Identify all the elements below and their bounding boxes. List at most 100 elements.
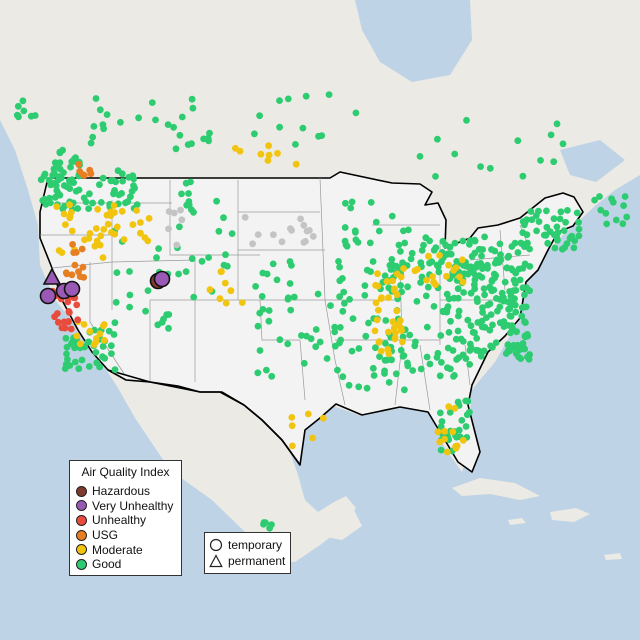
station-marker (455, 312, 462, 320)
station-marker (113, 223, 121, 231)
station-marker (487, 342, 494, 350)
station-marker (222, 299, 230, 307)
aqi-legend-title: Air Quality Index (81, 465, 170, 479)
station-marker (464, 397, 472, 405)
station-marker (302, 92, 310, 100)
station-marker (135, 114, 143, 122)
station-marker (352, 109, 360, 117)
station-marker (82, 198, 90, 206)
station-marker (265, 317, 273, 325)
station-marker (286, 280, 294, 287)
station-marker (426, 360, 434, 368)
station-marker (363, 384, 371, 392)
station-marker (478, 323, 486, 331)
station-marker (466, 240, 473, 248)
hudson-bay (355, 0, 472, 82)
station-marker (97, 232, 105, 240)
station-marker (362, 332, 370, 340)
station-marker (418, 247, 426, 254)
station-marker (304, 410, 312, 418)
station-marker (96, 330, 104, 338)
station-marker (430, 278, 437, 286)
station-marker (514, 137, 522, 145)
station-marker (506, 312, 514, 320)
station-marker (369, 364, 377, 372)
station-marker (63, 350, 70, 358)
station-marker (66, 214, 74, 222)
station-marker (56, 149, 64, 157)
station-marker (459, 278, 467, 286)
station-marker (550, 215, 558, 223)
station-marker (269, 260, 277, 268)
station-marker (103, 111, 111, 118)
station-marker (564, 207, 571, 214)
station-marker (288, 262, 295, 269)
station-marker (385, 284, 393, 292)
station-marker (560, 227, 568, 235)
station-marker (544, 239, 552, 247)
station-marker (471, 249, 479, 257)
station-marker (60, 210, 68, 218)
station-marker (205, 254, 213, 261)
station-marker (52, 182, 60, 190)
station-marker (302, 238, 309, 245)
station-marker (141, 234, 149, 242)
legend-label-usg: USG (92, 528, 119, 543)
station-marker (62, 269, 70, 277)
station-marker (408, 249, 416, 257)
station-marker (99, 353, 106, 361)
station-marker (223, 262, 231, 270)
station-marker (437, 332, 445, 339)
station-marker (491, 274, 499, 282)
station-marker (188, 95, 196, 103)
station-marker (15, 113, 22, 121)
station-marker (340, 288, 348, 296)
station-marker (288, 414, 296, 421)
station-marker (72, 187, 80, 195)
station-marker (444, 250, 452, 258)
mexico-border (107, 369, 301, 466)
station-marker (222, 251, 229, 259)
station-marker (93, 359, 101, 367)
station-marker (458, 417, 466, 424)
station-marker (270, 231, 277, 239)
station-marker (85, 205, 92, 213)
legend-label-very-unhealthy: Very Unhealthy (92, 498, 174, 513)
station-marker (475, 347, 483, 355)
station-marker (452, 444, 460, 452)
station-marker (439, 307, 447, 315)
station-marker (397, 248, 404, 255)
station-marker (110, 202, 118, 209)
station-marker (621, 193, 629, 200)
station-marker (287, 306, 295, 314)
station-marker (312, 326, 320, 333)
station-marker (31, 112, 39, 119)
station-marker (113, 269, 121, 276)
station-marker (341, 299, 348, 307)
station-marker (152, 116, 159, 124)
station-marker (124, 198, 132, 206)
legend-label-good: Good (92, 557, 122, 572)
station-marker (450, 373, 457, 380)
station-marker (612, 216, 620, 224)
station-marker (188, 255, 196, 263)
station-marker (468, 265, 476, 273)
station-marker (51, 193, 59, 201)
station-marker (477, 352, 485, 360)
station-marker (506, 288, 513, 295)
station-marker (519, 340, 527, 347)
station-marker (466, 340, 474, 348)
station-marker (433, 354, 441, 361)
station-marker (118, 170, 126, 178)
station-marker (535, 218, 543, 226)
legend-item-hazardous: Hazardous (70, 484, 181, 499)
station-marker (447, 317, 454, 325)
station-marker (507, 265, 515, 272)
legend-item-unhealthy: Unhealthy (70, 513, 181, 528)
station-marker (265, 307, 273, 314)
station-marker (446, 409, 454, 416)
station-marker (67, 209, 75, 216)
station-marker (405, 226, 412, 234)
station-marker (370, 372, 378, 379)
station-marker (547, 131, 555, 139)
